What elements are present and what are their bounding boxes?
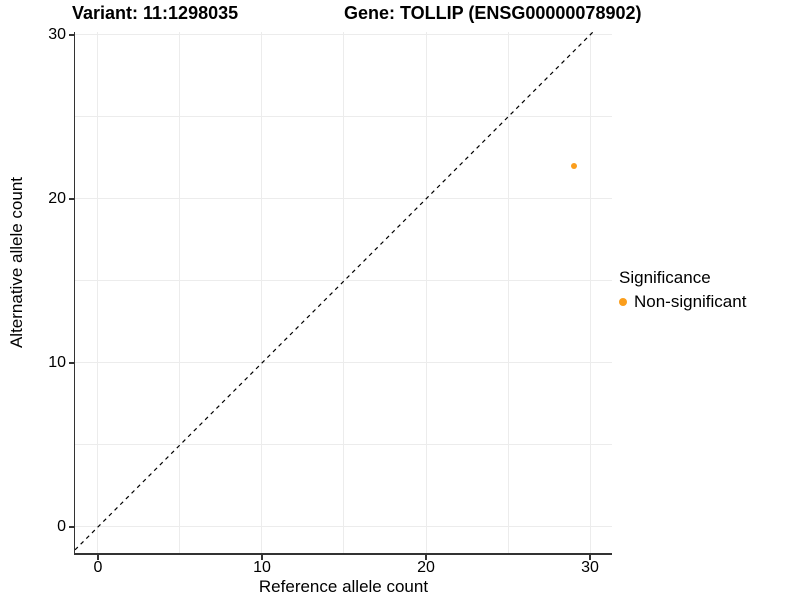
x-tick-label-0: 0 [93, 559, 103, 576]
gridline-y-20 [75, 198, 612, 200]
identity-line [75, 32, 594, 551]
legend-dot-icon [619, 298, 627, 306]
legend-item-0: Non-significant [619, 292, 746, 312]
x-tick-label-30: 30 [581, 559, 599, 576]
legend-item-label: Non-significant [634, 292, 747, 311]
y-tick-label-10: 10 [48, 354, 66, 372]
gridline-x-25 [507, 32, 509, 553]
x-tick-30 [589, 555, 591, 560]
x-tick-0 [97, 555, 99, 560]
gridline-y-15 [75, 280, 612, 282]
y-tick-label-30: 30 [48, 26, 66, 44]
legend-title: Significance [619, 268, 711, 287]
y-tick-label-0: 0 [57, 518, 66, 536]
data-point-0 [570, 163, 577, 170]
y-axis-line [73, 32, 76, 555]
x-tick-label-20: 20 [417, 559, 435, 576]
gene-title: Gene: TOLLIP (ENSG00000078902) [344, 3, 642, 23]
gridline-x-30 [589, 32, 591, 553]
legend: Significance Non-significant [619, 268, 746, 312]
gridline-x-5 [179, 32, 181, 553]
x-tick-20 [425, 555, 427, 560]
x-tick-10 [261, 555, 263, 560]
y-tick-30 [68, 34, 74, 36]
x-tick-label-10: 10 [253, 559, 271, 576]
gridline-x-15 [343, 32, 345, 553]
y-tick-0 [68, 526, 74, 528]
gridline-y-30 [75, 34, 612, 36]
gridline-x-20 [425, 32, 427, 553]
gridline-y-25 [75, 116, 612, 118]
legend-entries: Non-significant [619, 292, 746, 312]
y-axis-title: Alternative allele count [7, 177, 26, 349]
y-tick-20 [68, 198, 74, 200]
y-tick-10 [68, 362, 74, 364]
x-axis-line [73, 553, 612, 555]
x-axis-title: Reference allele count [258, 577, 429, 596]
gridline-x-0 [97, 32, 99, 553]
variant-title: Variant: 11:1298035 [72, 3, 239, 23]
plot-panel [75, 32, 612, 553]
gridline-x-10 [261, 32, 263, 553]
y-tick-label-20: 20 [48, 190, 66, 208]
